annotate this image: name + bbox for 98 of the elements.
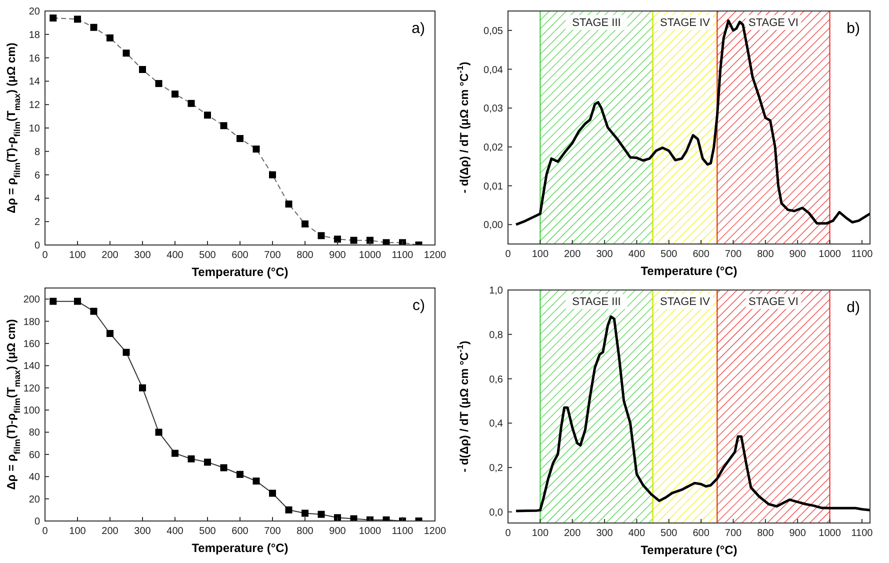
y-tick-label: 180: [23, 316, 40, 328]
x-tick-label: 800: [296, 250, 314, 261]
x-tick-label: 600: [692, 249, 710, 260]
band-label: STAGE VI: [748, 17, 798, 29]
x-tick-label: 100: [532, 528, 549, 539]
y-tick-label: 20: [28, 6, 40, 18]
y-tick-label: 12: [28, 100, 40, 112]
x-tick-label: 900: [789, 528, 806, 539]
y-tick-label: 6: [34, 170, 40, 182]
y-tick-label: 20: [28, 494, 40, 506]
y-tick-label: 0,01: [484, 181, 504, 192]
x-tick-label: 1200: [424, 250, 447, 261]
y-tick-label: 200: [23, 294, 40, 306]
y-tick-label: 140: [23, 361, 40, 372]
annotation: a): [412, 20, 425, 37]
x-tick-label: 1100: [392, 526, 414, 537]
x-tick-label: 500: [660, 249, 678, 260]
y-tick-label: 60: [28, 450, 40, 461]
y-tick-label: 160: [23, 338, 40, 350]
y-tick-label: 4: [34, 194, 40, 205]
x-tick-label: 400: [628, 528, 646, 539]
x-tick-label: 0: [505, 249, 512, 260]
y-tick-label: 8: [34, 146, 40, 158]
y-tick-label: 16: [28, 53, 40, 64]
x-tick-label: 300: [134, 250, 152, 261]
x-tick-label: 1100: [392, 250, 414, 261]
y-tick-label: 0,04: [484, 64, 504, 76]
x-tick-label: 1000: [358, 526, 382, 537]
annotation: c): [412, 297, 425, 314]
x-tick-label: 1100: [851, 528, 874, 539]
x-tick-label: 200: [102, 526, 119, 537]
x-tick-label: 400: [628, 249, 646, 260]
band-label: STAGE IV: [660, 17, 711, 29]
x-axis-title: Temperature (°C): [640, 543, 738, 557]
x-tick-label: 900: [789, 249, 806, 260]
x-tick-label: 100: [69, 526, 86, 537]
y-tick-label: 0,0: [489, 507, 504, 518]
band-label: STAGE IV: [660, 296, 711, 308]
x-tick-label: 900: [329, 526, 346, 537]
x-tick-label: 600: [692, 528, 710, 539]
x-tick-label: 700: [264, 526, 282, 537]
x-tick-label: 500: [199, 526, 216, 537]
x-tick-label: 1000: [358, 250, 382, 261]
y-tick-label: 14: [28, 76, 40, 88]
y-tick-label: 0,8: [489, 330, 504, 341]
y-tick-label: 0: [34, 240, 40, 252]
band-label: STAGE III: [572, 296, 621, 308]
x-tick-label: 600: [232, 526, 249, 537]
annotation: b): [846, 20, 860, 37]
x-tick-label: 200: [564, 249, 582, 260]
x-tick-label: 1100: [851, 249, 874, 260]
x-tick-label: 700: [724, 528, 742, 539]
x-tick-label: 300: [134, 526, 152, 537]
y-tick-label: 0,00: [484, 220, 504, 232]
x-tick-label: 0: [505, 528, 512, 539]
x-tick-label: 800: [296, 526, 314, 537]
y-tick-label: 10: [28, 124, 40, 134]
x-tick-label: 500: [660, 528, 678, 539]
x-tick-label: 1000: [818, 528, 842, 539]
x-tick-label: 200: [102, 250, 119, 261]
x-tick-label: 300: [596, 528, 614, 539]
y-tick-label: 40: [28, 472, 40, 484]
x-tick-label: 100: [69, 250, 86, 261]
y-tick-label: 80: [28, 428, 40, 439]
x-tick-label: 1000: [818, 249, 842, 260]
y-tick-label: 0,6: [489, 374, 504, 386]
x-axis-title: Temperature (°C): [192, 265, 288, 279]
y-tick-label: 0: [34, 516, 40, 528]
x-tick-label: 900: [329, 250, 346, 261]
x-tick-label: 0: [42, 526, 48, 537]
x-tick-label: 300: [596, 249, 614, 260]
y-tick-label: 0,03: [484, 104, 504, 115]
x-tick-label: 600: [232, 250, 249, 261]
x-tick-label: 700: [264, 250, 282, 261]
y-tick-label: 0,2: [489, 463, 504, 474]
y-tick-label: 120: [23, 383, 40, 394]
y-tick-label: 2: [34, 217, 40, 228]
x-tick-label: 800: [757, 528, 774, 539]
x-tick-label: 200: [564, 528, 582, 539]
x-tick-label: 400: [166, 526, 184, 537]
y-tick-label: 0,02: [484, 142, 504, 154]
x-axis-title: Temperature (°C): [640, 264, 738, 278]
y-tick-label: 1,0: [489, 286, 504, 296]
band-label: STAGE III: [572, 17, 621, 29]
x-tick-label: 400: [166, 250, 184, 261]
band-label: STAGE VI: [748, 296, 798, 308]
y-tick-label: 0,05: [484, 26, 504, 37]
y-tick-label: 100: [23, 406, 40, 417]
y-tick-label: 0,4: [489, 418, 504, 430]
x-tick-label: 0: [42, 250, 48, 261]
x-tick-label: 500: [199, 250, 216, 261]
annotation: d): [846, 299, 860, 316]
x-axis-title: Temperature (°C): [192, 541, 288, 555]
x-tick-label: 800: [757, 249, 774, 260]
x-tick-label: 1200: [424, 526, 447, 537]
x-tick-label: 700: [724, 249, 742, 260]
y-tick-label: 18: [28, 30, 40, 41]
x-tick-label: 100: [532, 249, 549, 260]
